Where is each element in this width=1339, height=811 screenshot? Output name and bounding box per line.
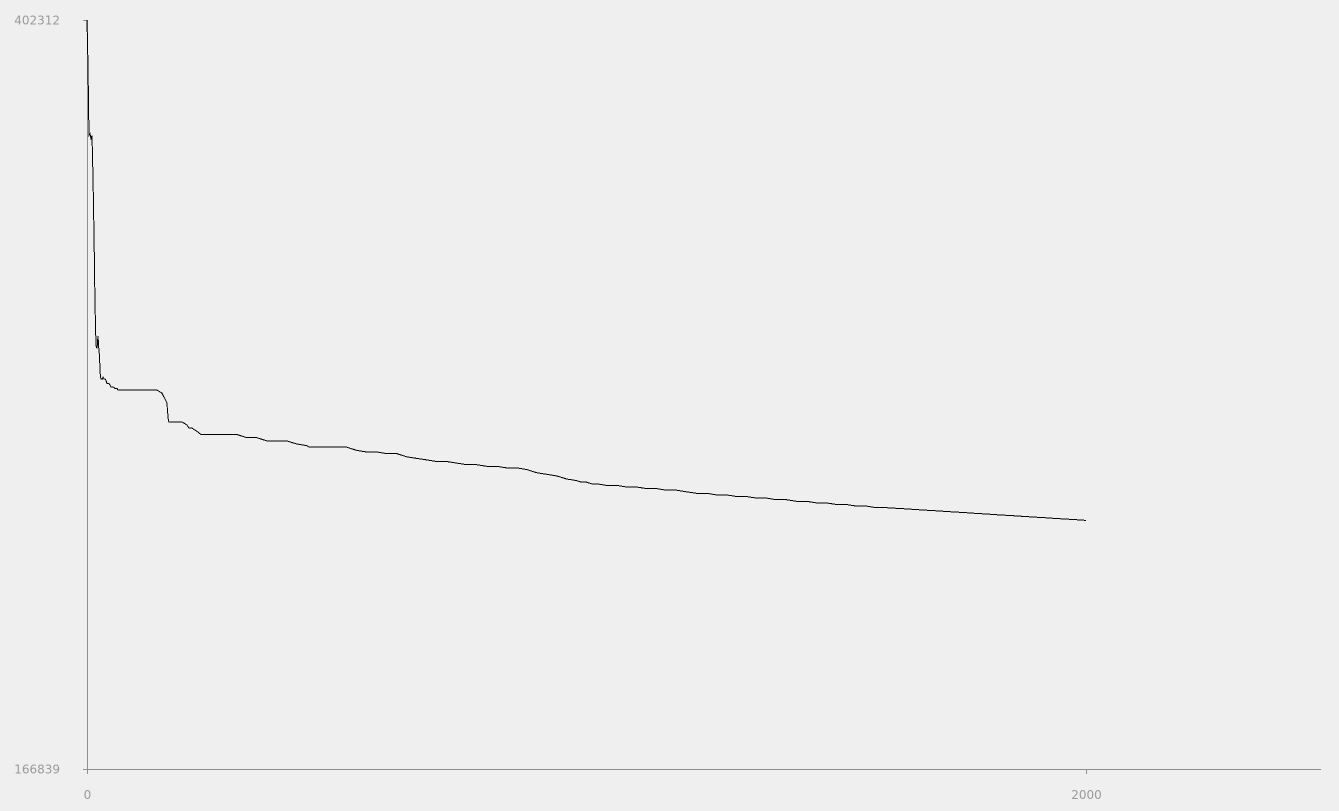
series-line-0	[86, 19, 1087, 521]
y-tick-label: 166839	[14, 763, 60, 777]
y-tick-label: 402312	[14, 14, 60, 28]
x-tick-label: 2000	[1071, 788, 1102, 802]
x-tick-label: 0	[84, 788, 92, 802]
axes-layer	[83, 20, 1321, 774]
labels-layer: 0 2000 166839 402312	[14, 14, 1102, 803]
series-layer	[86, 19, 1087, 521]
